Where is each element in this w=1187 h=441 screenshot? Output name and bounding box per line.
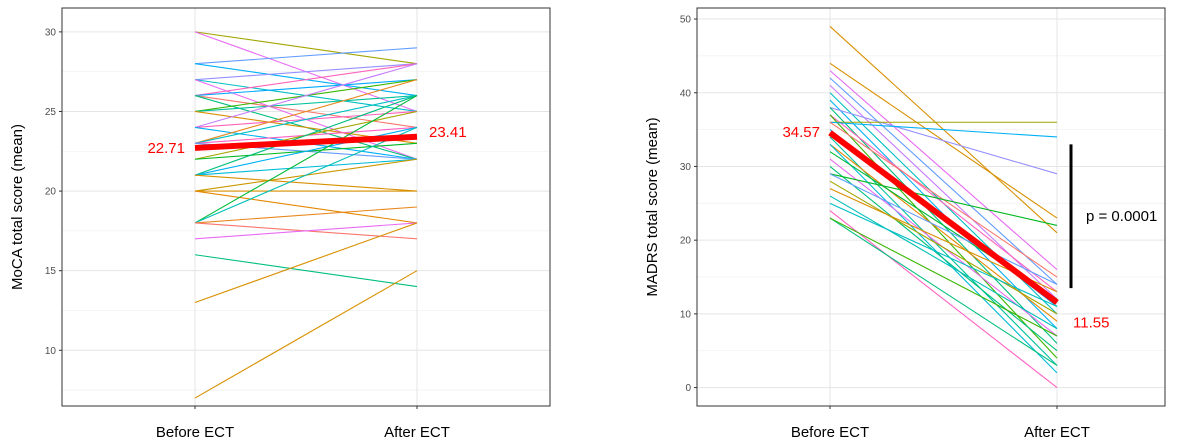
x-category-label: Before ECT — [156, 424, 234, 441]
series-line-32 — [194, 126, 418, 224]
y-tick-label: 10 — [45, 346, 57, 357]
p-value-label: p = 0.0001 — [1086, 208, 1157, 225]
series-line-16 — [829, 136, 1058, 366]
series-line-27 — [829, 202, 1058, 308]
series-line-17 — [829, 143, 1058, 322]
mean-label-before: 22.71 — [147, 140, 185, 157]
panel-border — [61, 7, 551, 407]
y-tick-label: 20 — [45, 187, 57, 198]
series-line-36 — [194, 254, 418, 288]
x-category-label: Before ECT — [791, 424, 869, 441]
mean-label-after: 11.55 — [1073, 314, 1109, 331]
series-line-5 — [194, 63, 418, 81]
x-category-label: After ECT — [1024, 424, 1090, 441]
chart-panel-left: 10 15 20 25 30 22.71 23.41 Before ECT After ECT M… — [9, 7, 551, 441]
series-line-3 — [194, 47, 418, 65]
series-line-33 — [194, 206, 418, 224]
series-line-11 — [829, 114, 1058, 359]
series-line-30 — [829, 217, 1058, 337]
series-line-3 — [829, 70, 1058, 271]
series-line-28 — [829, 210, 1058, 389]
series-line-18 — [194, 79, 418, 144]
series-lines — [829, 26, 1058, 389]
series-line-24 — [194, 95, 418, 176]
series-line-24 — [829, 180, 1058, 315]
y-axis-label: MoCA total score (mean) — [9, 124, 26, 290]
series-line-38 — [194, 270, 418, 399]
series-line-30 — [194, 190, 418, 224]
y-tick-label: 30 — [45, 27, 57, 38]
gridlines — [697, 8, 1165, 406]
y-tick-label: 15 — [45, 266, 57, 277]
series-line-15 — [194, 63, 418, 128]
series-line-10 — [829, 114, 1058, 293]
mean-label-before: 34.57 — [782, 124, 820, 141]
series-line-37 — [194, 222, 418, 304]
series-line-13 — [194, 95, 418, 113]
series-line-8 — [829, 106, 1058, 175]
y-tick-label: 25 — [45, 107, 57, 118]
series-line-9 — [194, 79, 418, 97]
series-line-29 — [829, 217, 1058, 366]
series-line-5 — [829, 84, 1058, 300]
y-tick-label: 20 — [680, 236, 692, 247]
series-line-35 — [194, 222, 418, 240]
y-tick-label: 10 — [680, 309, 692, 320]
y-tick-label: 30 — [680, 162, 692, 173]
series-line-26 — [194, 158, 418, 176]
chart-panel-right: 0 10 20 30 40 50 34.57 11.55 Before ECT After ECT… — [644, 7, 1166, 441]
series-line-1 — [194, 31, 418, 65]
mean-line — [194, 133, 418, 151]
x-category-label: After ECT — [384, 424, 450, 441]
series-line-21 — [829, 166, 1058, 352]
panel-border — [696, 7, 1166, 407]
y-tick-label: 50 — [680, 15, 692, 26]
series-line-27 — [194, 174, 418, 192]
series-line-25 — [194, 126, 418, 176]
y-axis-label: MADRS total score (mean) — [644, 117, 661, 296]
mean-label-after: 23.41 — [429, 124, 467, 141]
mean-line — [828, 130, 1059, 305]
series-line-26 — [829, 195, 1058, 330]
y-tick-label: 0 — [685, 383, 691, 394]
series-line-23 — [829, 173, 1058, 285]
y-tick-label: 40 — [680, 88, 692, 99]
series-lines — [194, 31, 418, 399]
series-line-22 — [829, 173, 1058, 226]
series-line-4 — [829, 77, 1058, 285]
series-line-13 — [829, 121, 1058, 138]
series-line-19 — [194, 95, 418, 144]
series-line-8 — [194, 63, 418, 97]
series-line-31 — [194, 95, 418, 224]
